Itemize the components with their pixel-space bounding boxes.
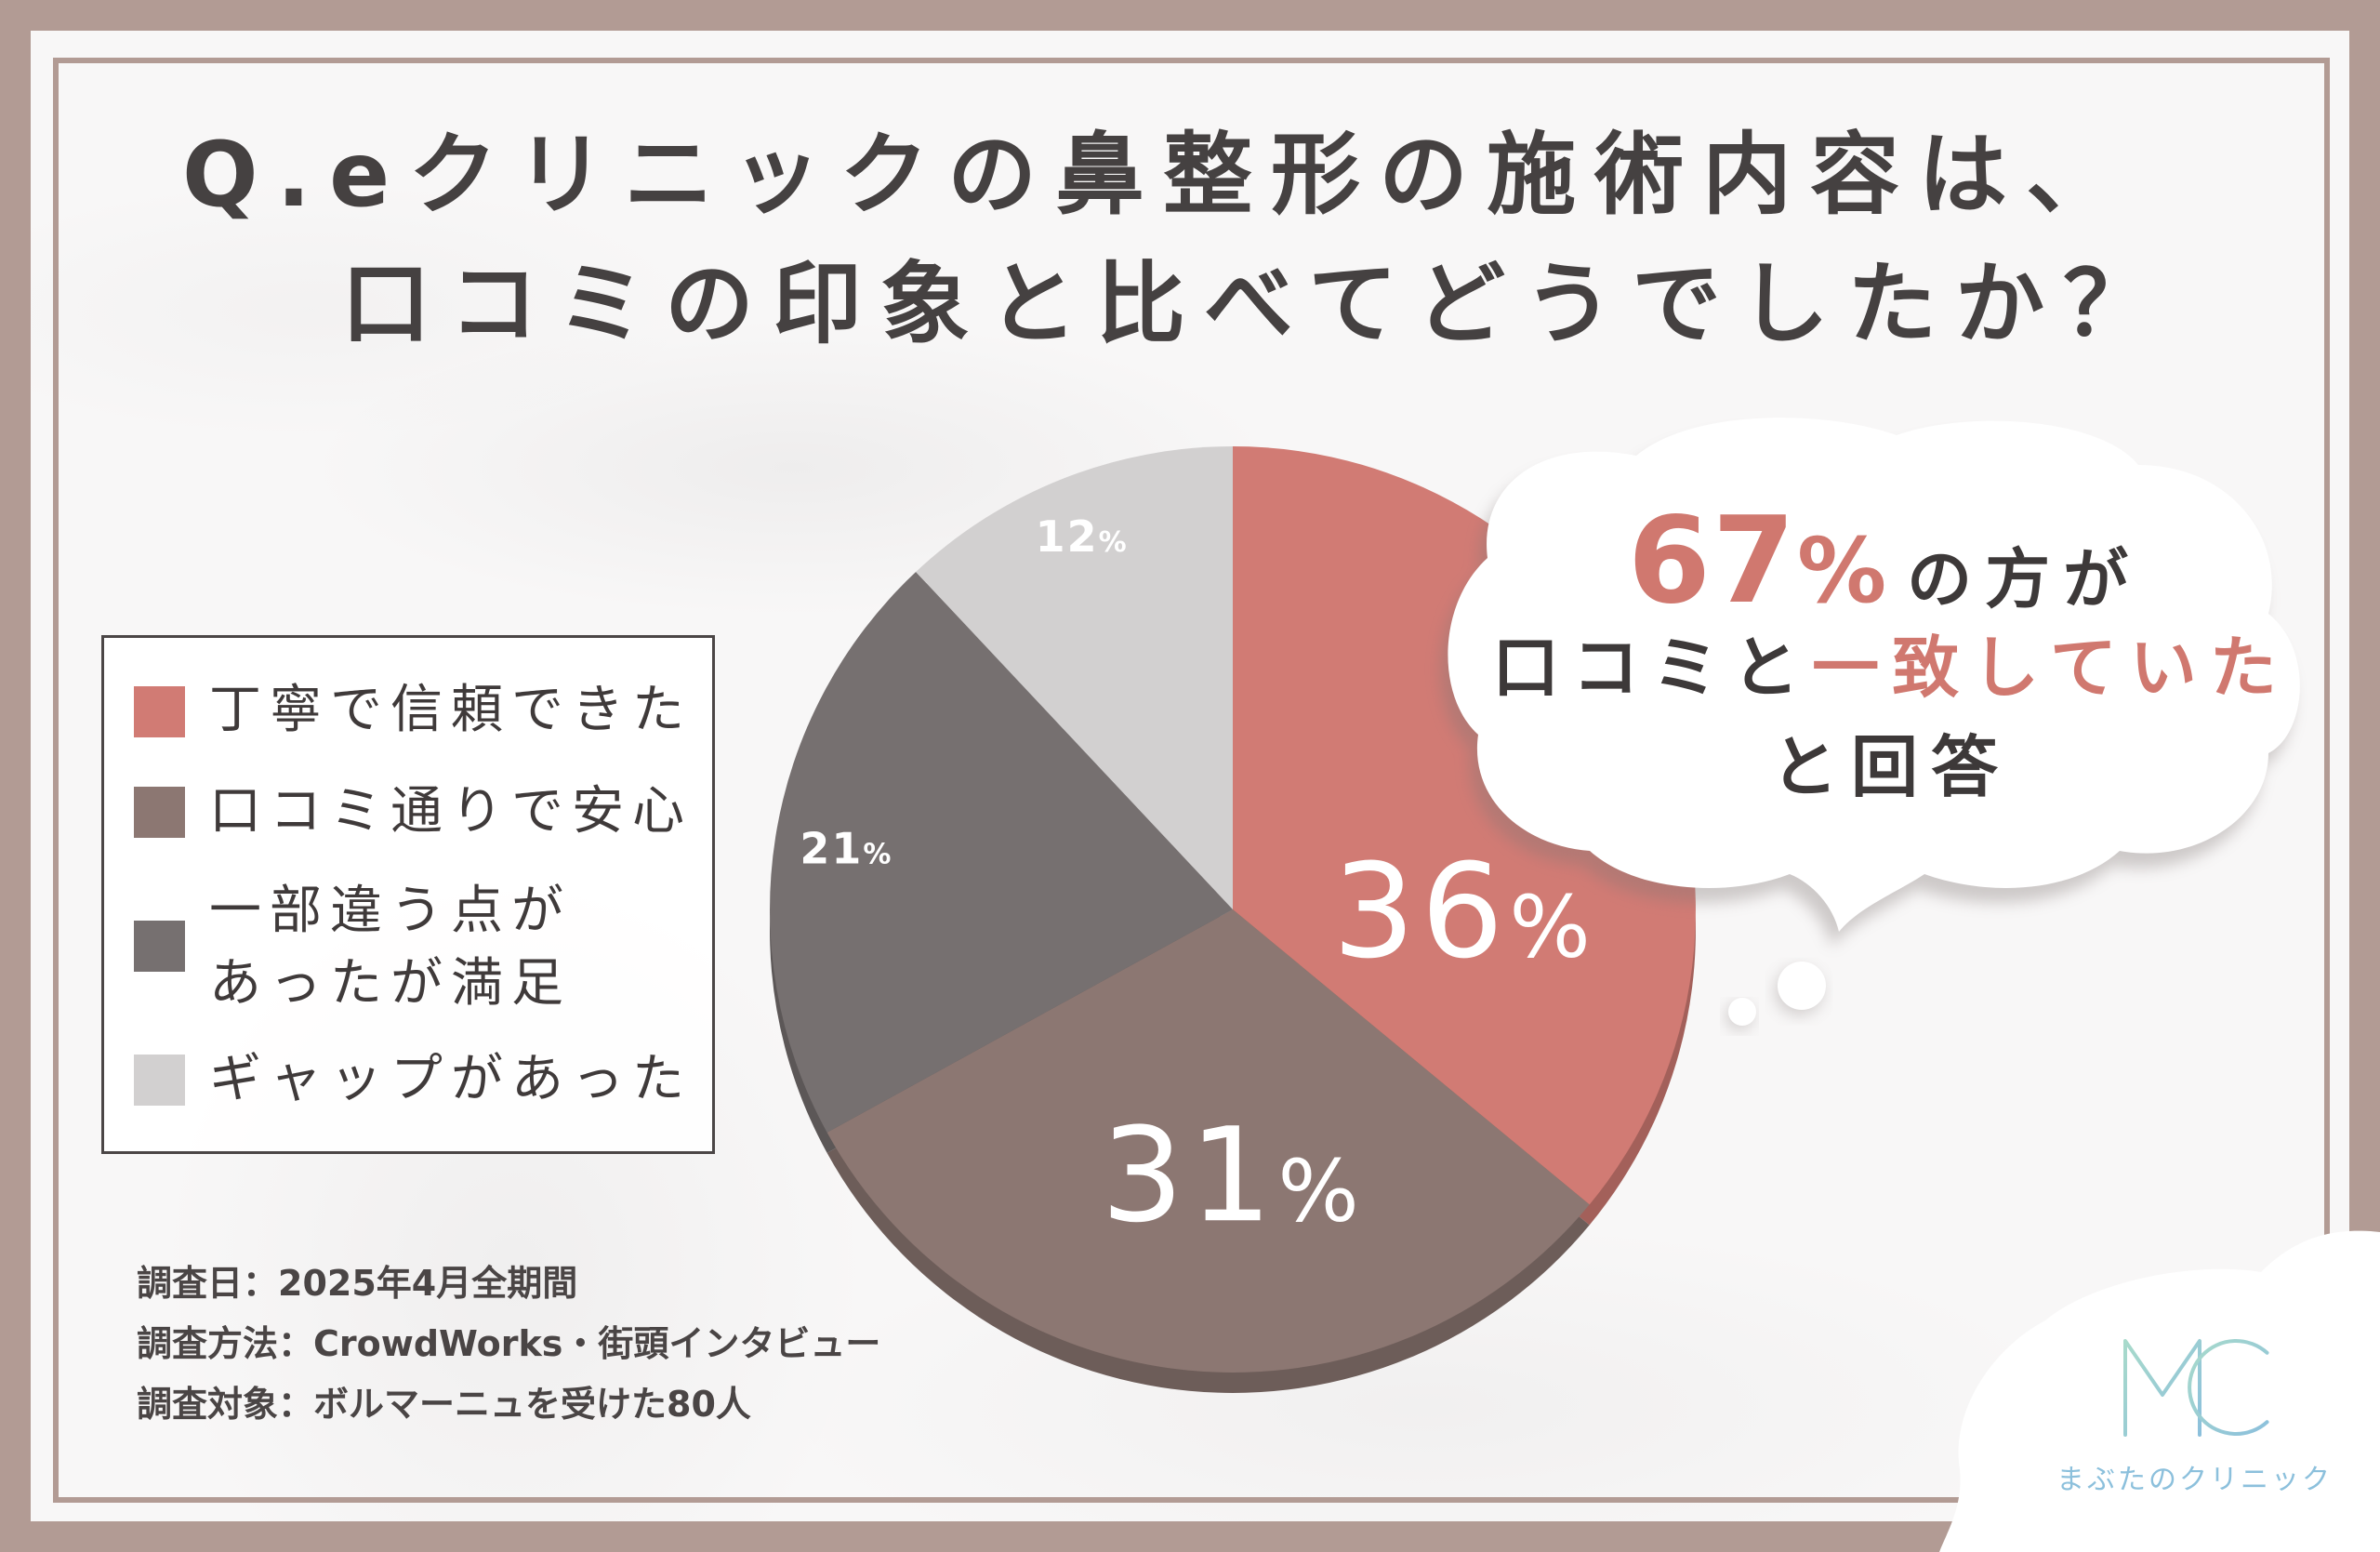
legend-swatch-partly-different	[134, 921, 185, 972]
chart-title-line-2: 口コミの印象と比べてどうでしたか？	[341, 252, 2172, 356]
speech-cloud-body	[1448, 418, 2300, 933]
logo-letter-c	[2188, 1339, 2269, 1436]
pie-value-label: 12%	[1036, 511, 1129, 562]
thought-bubble-large	[1778, 962, 1826, 1010]
legend-label-partly-different-line-2: あったが満足	[209, 953, 572, 1014]
pie-value-label: 36%	[1332, 836, 1596, 988]
callout-line-1-text: の方が	[1907, 541, 2142, 617]
callout-percent-unit: %	[1796, 519, 1887, 623]
inner-frame-line	[53, 58, 2330, 1503]
callout-line-3: と回答	[1770, 728, 2011, 806]
survey-target-note: 調査対象：ボルマーニュを受けた80人	[137, 1384, 751, 1425]
callout-line-2-plain: 口コミと	[1492, 629, 1813, 707]
legend-swatch-trustworthy	[134, 686, 185, 737]
pie-slice	[770, 572, 1233, 1133]
legend-label-partly-different-line-1: 一部違う点が	[209, 881, 572, 941]
legend-label-trustworthy: 丁寧で信頼できた	[209, 680, 693, 740]
logo-clinic-name: まぶたのクリニック	[2056, 1464, 2333, 1496]
logo-mark	[2123, 1339, 2269, 1437]
legend-swatch-as-reviewed	[134, 787, 185, 838]
legend-label-gap: ギャップがあった	[209, 1049, 693, 1109]
pie-value-label: 31%	[1101, 1100, 1365, 1252]
thought-bubble-small	[1728, 998, 1756, 1026]
chart-title-line-1: Q.eクリニックの鼻整形の施術内容は、	[182, 123, 2135, 227]
callout-line-2: 口コミと一致していた	[1420, 628, 2349, 708]
pie-value-label: 21%	[800, 824, 892, 874]
callout-line-1: 67% の方が	[1420, 501, 2349, 624]
speech-cloud	[1440, 418, 2300, 1030]
callout-percent-value: 67	[1627, 492, 1797, 630]
pie-slice	[826, 909, 1590, 1373]
legend-swatch-gap	[134, 1055, 185, 1106]
survey-method-note: 調査方法：CrowdWorks・街頭インタビュー	[137, 1323, 881, 1364]
callout-line-2-accent: 一致していた	[1812, 629, 2290, 707]
pie-value-labels: 36% 31% 21% 12%	[800, 511, 1596, 1253]
pie-slice	[916, 446, 1233, 909]
legend: 丁寧で信頼できた 口コミ通りで安心 一部違う点が あったが満足 ギャップがあった	[101, 635, 715, 1154]
survey-date-note: 調査日：2025年4月全期間	[137, 1263, 578, 1304]
legend-label-as-reviewed: 口コミ通りで安心	[209, 781, 693, 842]
logo-letter-m	[2123, 1339, 2202, 1437]
